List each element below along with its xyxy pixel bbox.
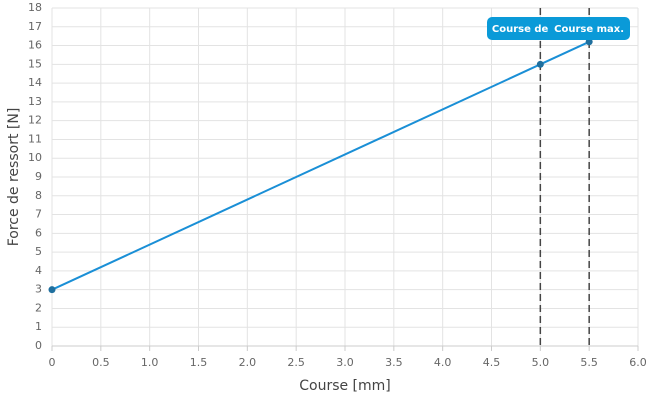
data-point — [536, 60, 544, 68]
y-tick-label: 4 — [35, 264, 42, 277]
marker-label-box — [487, 17, 630, 40]
x-tick-label: 1.0 — [141, 356, 159, 369]
y-tick-label: 15 — [28, 57, 42, 70]
data-point — [585, 38, 593, 46]
data-point — [48, 286, 56, 294]
y-tick-label: 8 — [35, 189, 42, 202]
x-tick-label: 2.0 — [239, 356, 257, 369]
x-tick-label: 3.5 — [385, 356, 403, 369]
x-axis-label: Course [mm] — [299, 378, 391, 394]
x-tick-label: 4.5 — [483, 356, 501, 369]
y-tick-label: 7 — [35, 208, 42, 221]
marker-label: Course max. — [554, 24, 624, 35]
y-tick-label: 11 — [28, 132, 42, 145]
y-axis-label: Force de ressort [N] — [6, 108, 22, 247]
x-tick-label: 5.5 — [580, 356, 598, 369]
y-tick-label: 9 — [35, 170, 42, 183]
x-tick-label: 4.0 — [434, 356, 452, 369]
y-tick-label: 16 — [28, 39, 42, 52]
y-tick-label: 2 — [35, 301, 42, 314]
y-tick-label: 17 — [28, 20, 42, 33]
x-tick-label: 1.5 — [190, 356, 208, 369]
x-tick-label: 0.5 — [92, 356, 110, 369]
y-tick-label: 12 — [28, 114, 42, 127]
x-tick-label: 3.0 — [336, 356, 354, 369]
y-tick-label: 14 — [28, 76, 42, 89]
y-tick-label: 10 — [28, 151, 42, 164]
y-tick-label: 13 — [28, 95, 42, 108]
x-tick-label: 0 — [49, 356, 56, 369]
x-tick-label: 6.0 — [629, 356, 647, 369]
y-tick-label: 5 — [35, 245, 42, 258]
marker-label: Course de — [492, 24, 549, 35]
y-tick-label: 3 — [35, 283, 42, 296]
y-tick-label: 6 — [35, 226, 42, 239]
y-tick-label: 0 — [35, 339, 42, 352]
x-tick-label: 2.5 — [287, 356, 305, 369]
y-tick-label: 1 — [35, 320, 42, 333]
x-tick-label: 5.0 — [532, 356, 550, 369]
y-tick-label: 18 — [28, 1, 42, 14]
